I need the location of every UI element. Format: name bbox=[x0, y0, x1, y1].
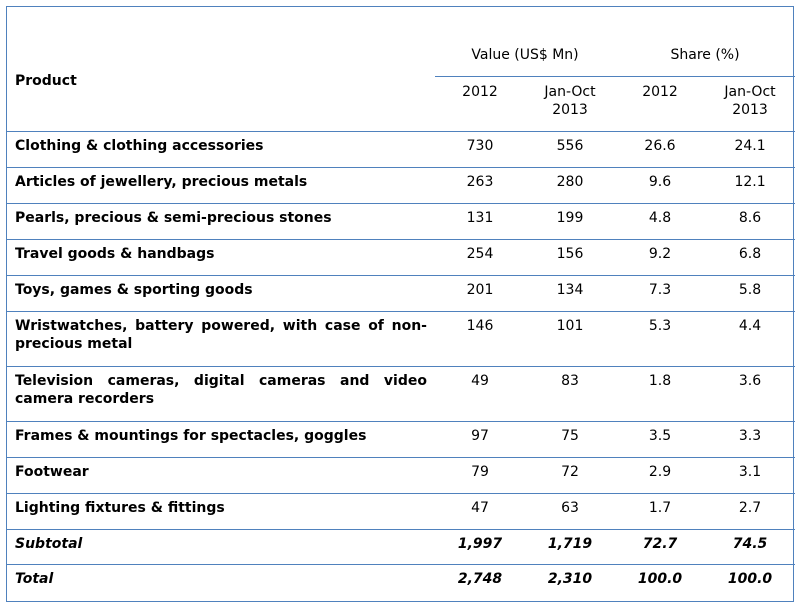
header-value-jan-oct-2013: Jan-Oct 2013 bbox=[544, 83, 596, 118]
share-2013: 3.1 bbox=[705, 456, 796, 493]
value-2012: 131 bbox=[435, 202, 525, 239]
value-2013: 280 bbox=[525, 166, 616, 203]
table-row: Footwear 79 72 2.9 3.1 bbox=[7, 456, 796, 493]
product-name: Frames & mountings for spectacles, goggl… bbox=[7, 420, 435, 457]
share-2013: 6.8 bbox=[705, 238, 796, 275]
product-name: Articles of jewellery, precious metals bbox=[7, 166, 435, 203]
table-row: Television cameras, digital cameras and … bbox=[7, 365, 796, 421]
value-2012: 730 bbox=[435, 130, 525, 167]
subtotal-value-2013: 1,719 bbox=[525, 528, 616, 564]
table-row: Frames & mountings for spectacles, goggl… bbox=[7, 420, 796, 457]
header-product: Product bbox=[15, 72, 77, 89]
value-2013: 72 bbox=[525, 456, 616, 493]
value-2012: 79 bbox=[435, 456, 525, 493]
product-name: Toys, games & sporting goods bbox=[7, 274, 435, 311]
share-2013: 3.6 bbox=[705, 365, 796, 421]
share-2013: 4.4 bbox=[705, 310, 796, 366]
value-2013: 134 bbox=[525, 274, 616, 311]
share-2012: 9.6 bbox=[615, 166, 706, 203]
share-2012: 1.8 bbox=[615, 365, 706, 421]
product-name: Television cameras, digital cameras and … bbox=[7, 365, 435, 421]
value-2012: 201 bbox=[435, 274, 525, 311]
share-2013: 2.7 bbox=[705, 492, 796, 529]
value-2013: 75 bbox=[525, 420, 616, 457]
share-2013: 8.6 bbox=[705, 202, 796, 239]
total-share-2013: 100.0 bbox=[705, 563, 796, 598]
share-2013: 24.1 bbox=[705, 130, 796, 167]
share-2013: 12.1 bbox=[705, 166, 796, 203]
value-2013: 199 bbox=[525, 202, 616, 239]
table-row: Toys, games & sporting goods 201 134 7.3 5.8 bbox=[7, 274, 796, 311]
share-2012: 1.7 bbox=[615, 492, 706, 529]
value-2012: 49 bbox=[435, 365, 525, 421]
total-row: Total 2,748 2,310 100.0 100.0 bbox=[7, 563, 796, 598]
value-2012: 146 bbox=[435, 310, 525, 366]
subtotal-row: Subtotal 1,997 1,719 72.7 74.5 bbox=[7, 528, 796, 564]
subtotal-label: Subtotal bbox=[7, 528, 435, 564]
share-2013: 5.8 bbox=[705, 274, 796, 311]
subtotal-share-2012: 72.7 bbox=[615, 528, 706, 564]
share-2012: 3.5 bbox=[615, 420, 706, 457]
table-row: Wristwatches, battery powered, with case… bbox=[7, 310, 796, 366]
product-name: Travel goods & handbags bbox=[7, 238, 435, 275]
product-table-frame: Product Value (US$ Mn) Share (%) 2012 Ja… bbox=[6, 6, 796, 602]
value-2013: 556 bbox=[525, 130, 616, 167]
subtotal-share-2013: 74.5 bbox=[705, 528, 796, 564]
product-name: Pearls, precious & semi-precious stones bbox=[7, 202, 435, 239]
table-row: Pearls, precious & semi-precious stones 1… bbox=[7, 202, 796, 239]
value-2013: 63 bbox=[525, 492, 616, 529]
header-share-2012: 2012 bbox=[642, 83, 678, 100]
share-2012: 26.6 bbox=[615, 130, 706, 167]
table-row: Articles of jewellery, precious metals 26… bbox=[7, 166, 796, 203]
total-value-2012: 2,748 bbox=[435, 563, 525, 598]
product-name: Footwear bbox=[7, 456, 435, 493]
share-2013: 3.3 bbox=[705, 420, 796, 457]
product-name: Lighting fixtures & fittings bbox=[7, 492, 435, 529]
share-2012: 5.3 bbox=[615, 310, 706, 366]
total-value-2013: 2,310 bbox=[525, 563, 616, 598]
product-table: Product Value (US$ Mn) Share (%) 2012 Ja… bbox=[7, 7, 796, 598]
value-2013: 83 bbox=[525, 365, 616, 421]
table-row: Clothing & clothing accessories 730 556 26.… bbox=[7, 130, 796, 167]
product-name: Clothing & clothing accessories bbox=[7, 130, 435, 167]
header-share-jan-oct-2013: Jan-Oct 2013 bbox=[724, 83, 776, 118]
value-2013: 101 bbox=[525, 310, 616, 366]
share-2012: 7.3 bbox=[615, 274, 706, 311]
value-2013: 156 bbox=[525, 238, 616, 275]
subtotal-value-2012: 1,997 bbox=[435, 528, 525, 564]
total-label: Total bbox=[7, 563, 435, 598]
share-2012: 9.2 bbox=[615, 238, 706, 275]
share-2012: 2.9 bbox=[615, 456, 706, 493]
header-value-2012: 2012 bbox=[462, 83, 498, 100]
value-2012: 263 bbox=[435, 166, 525, 203]
value-2012: 47 bbox=[435, 492, 525, 529]
table-row: Travel goods & handbags 254 156 9.2 6.8 bbox=[7, 238, 796, 275]
table-row: Lighting fixtures & fittings 47 63 1.7 2.7 bbox=[7, 492, 796, 529]
value-2012: 97 bbox=[435, 420, 525, 457]
header-value-group: Value (US$ Mn) bbox=[435, 7, 616, 77]
product-name: Wristwatches, battery powered, with case… bbox=[7, 310, 435, 366]
value-2012: 254 bbox=[435, 238, 525, 275]
share-2012: 4.8 bbox=[615, 202, 706, 239]
total-share-2012: 100.0 bbox=[615, 563, 706, 598]
header-share-group: Share (%) bbox=[615, 7, 796, 77]
